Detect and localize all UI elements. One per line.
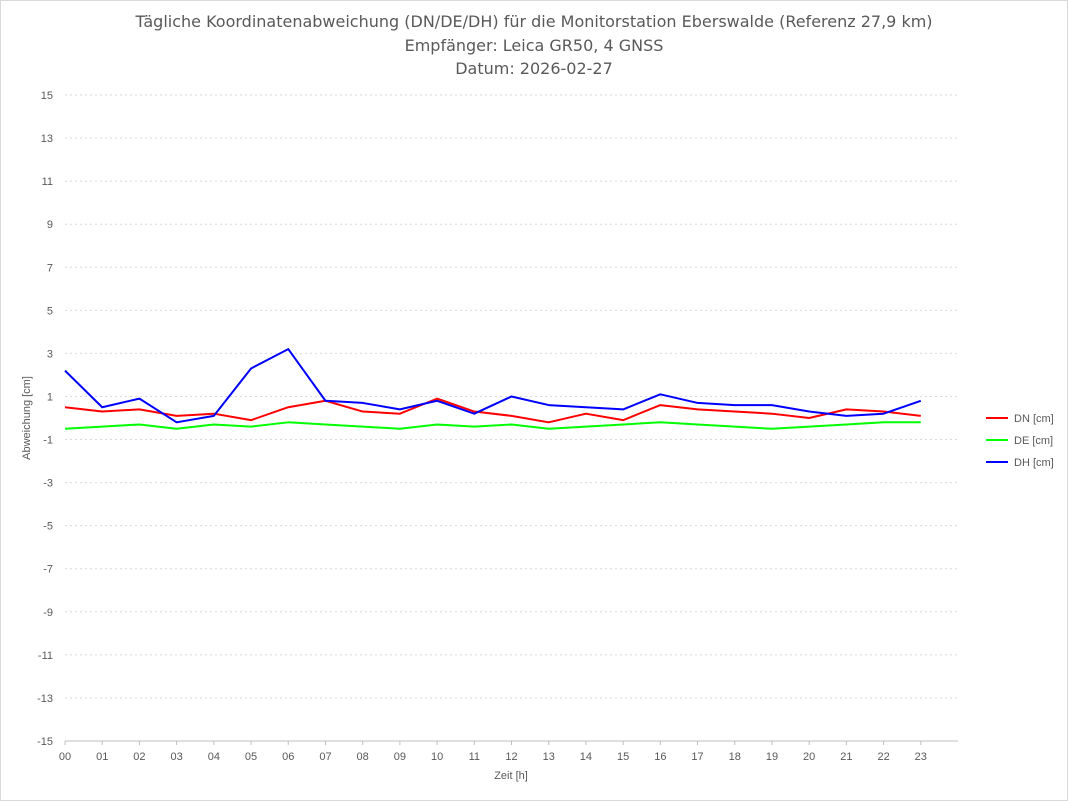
- y-tick-label: -11: [38, 650, 53, 662]
- x-tick-label: 23: [915, 751, 927, 763]
- y-tick-label: 13: [41, 133, 53, 145]
- x-tick-label: 02: [133, 751, 145, 763]
- x-tick-label: 12: [505, 751, 517, 763]
- y-tick-label: -5: [43, 521, 53, 533]
- y-tick-label: 15: [41, 90, 53, 102]
- y-tick-label: 1: [47, 391, 53, 403]
- x-tick-label: 19: [766, 751, 778, 763]
- series-line-dn: [64, 397, 921, 424]
- series-group: [64, 348, 922, 430]
- x-tick-label: 06: [282, 751, 294, 763]
- y-axis-title: Abweichung [cm]: [21, 376, 33, 460]
- y-axis: 15 13 11 9 7 5 3 1 -1 -3 -5 -7 -9 -11 -13 -15: [37, 90, 53, 748]
- x-tick-label: 18: [729, 751, 741, 763]
- x-tick-label: 09: [394, 751, 406, 763]
- chart-date: Datum: 2026-02-27: [455, 59, 613, 78]
- x-tick-label: 16: [654, 751, 666, 763]
- chart-subtitle: Empfänger: Leica GR50, 4 GNSS: [404, 36, 664, 55]
- x-tick-label: 21: [840, 751, 852, 763]
- series-line-de: [64, 421, 921, 430]
- legend-label: DH [cm]: [1014, 457, 1054, 469]
- x-tick-label: 22: [877, 751, 889, 763]
- legend: DN [cm] DE [cm] DH [cm]: [986, 413, 1054, 469]
- y-tick-label: -13: [37, 693, 53, 705]
- x-tick-label: 08: [357, 751, 369, 763]
- x-tick-label: 13: [543, 751, 555, 763]
- y-tick-label: -7: [43, 564, 53, 576]
- x-tick-label: 07: [319, 751, 331, 763]
- x-tick-label: 00: [59, 751, 71, 763]
- y-tick-label: 11: [42, 176, 53, 188]
- y-tick-label: -1: [43, 435, 53, 447]
- legend-label: DE [cm]: [1014, 435, 1053, 447]
- y-tick-label: -3: [43, 478, 53, 490]
- x-axis: 00 01 02 03 04 05 06 07 08 09 10 11 12 13 14 15 16 17 18 19…: [59, 740, 958, 763]
- x-tick-label: 04: [208, 751, 220, 763]
- y-tick-label: -15: [37, 736, 53, 748]
- x-tick-label: 05: [245, 751, 257, 763]
- x-tick-label: 10: [431, 751, 443, 763]
- x-axis-title: Zeit [h]: [494, 770, 528, 782]
- chart-title: Tägliche Koordinatenabweichung (DN/DE/DH…: [135, 12, 933, 31]
- x-tick-label: 03: [171, 751, 183, 763]
- x-tick-label: 17: [691, 751, 703, 763]
- x-tick-label: 01: [96, 751, 108, 763]
- x-tick-label: 14: [580, 751, 592, 763]
- y-tick-label: 5: [47, 305, 53, 317]
- legend-label: DN [cm]: [1014, 413, 1054, 425]
- y-tick-label: -9: [43, 607, 53, 619]
- x-tick-label: 15: [617, 751, 629, 763]
- series-line-dh: [64, 348, 922, 424]
- x-tick-label: 20: [803, 751, 815, 763]
- y-tick-label: 3: [47, 348, 53, 360]
- y-tick-label: 9: [47, 219, 53, 231]
- y-tick-label: 7: [47, 262, 53, 274]
- x-tick-label: 11: [469, 751, 480, 763]
